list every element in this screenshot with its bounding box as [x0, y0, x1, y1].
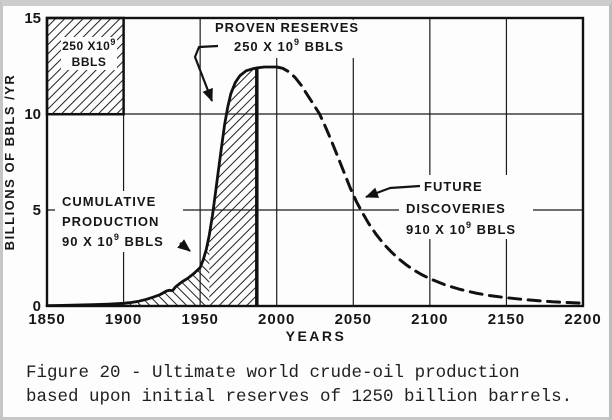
- legend-label-line1: 250 X109: [62, 37, 116, 53]
- proven-reserves-arrow: [193, 44, 219, 102]
- x-tick-2150: 2150: [488, 311, 525, 328]
- y-tick-5: 5: [33, 202, 41, 219]
- y-tick-0: 0: [33, 298, 41, 315]
- hatch-areas: [47, 67, 257, 307]
- y-tick-15: 15: [24, 10, 41, 27]
- future-discoveries-label-line1: FUTURE: [424, 179, 483, 194]
- proven-reserves-label-line1: PROVEN RESERVES: [215, 20, 359, 35]
- boundary-and-border: [45, 16, 585, 308]
- legend-label-patch: [61, 37, 117, 70]
- figure-caption-line1: Figure 20 - Ultimate world crude-oil pro…: [26, 363, 520, 383]
- future-label-patch: [399, 175, 533, 239]
- tick-labels: 1850 1900 1950 2000 2050 2100 2150 2200 0 5 10 15: [24, 10, 601, 328]
- x-tick-1850: 1850: [28, 311, 65, 328]
- x-axis-title: YEARS: [286, 328, 347, 344]
- x-tick-2000: 2000: [258, 311, 295, 328]
- future-discoveries-label-line3: 910 X 109 BBLS: [406, 220, 516, 237]
- x-tick-2200: 2200: [564, 311, 601, 328]
- y-axis-title: BILLIONS OF BBLS /YR: [2, 74, 17, 251]
- x-tick-1900: 1900: [105, 311, 142, 328]
- legend-label-line2: BBLS: [72, 55, 107, 69]
- x-tick-2100: 2100: [411, 311, 448, 328]
- production-curves: [45, 65, 585, 307]
- x-tick-2050: 2050: [335, 311, 372, 328]
- area-proven-reserves: [209, 67, 257, 307]
- figure-caption: Figure 20 - Ultimate world crude-oil pro…: [26, 361, 601, 409]
- plot-border: [45, 16, 585, 308]
- cumulative-production-label-line1: CUMULATIVE: [62, 194, 156, 209]
- curve-dashed: [275, 65, 585, 305]
- y-tick-10: 10: [24, 106, 41, 123]
- proven-label-patch: [213, 20, 363, 58]
- area-cumulative-production: [47, 235, 210, 306]
- x-tick-1950: 1950: [181, 311, 218, 328]
- hubbert-curve-chart: BILLIONS OF BBLS /YR 250 X109 BBLS PROVE…: [2, 10, 601, 344]
- future-discoveries-arrow: [365, 184, 421, 199]
- cumulative-label-patch: [55, 191, 183, 252]
- cumulative-production-arrow: [177, 239, 191, 252]
- curve-solid: [45, 65, 279, 307]
- proven-reserves-label-line2: 250 X 109 BBLS: [234, 37, 344, 54]
- cumulative-production-label-line3: 90 X 109 BBLS: [62, 232, 164, 249]
- future-discoveries-label-line2: DISCOVERIES: [406, 201, 506, 216]
- cumulative-production-label-line2: PRODUCTION: [62, 214, 159, 229]
- gridlines: [47, 18, 583, 306]
- figure-caption-line2: based upon initial reserves of 1250 bill…: [26, 387, 573, 407]
